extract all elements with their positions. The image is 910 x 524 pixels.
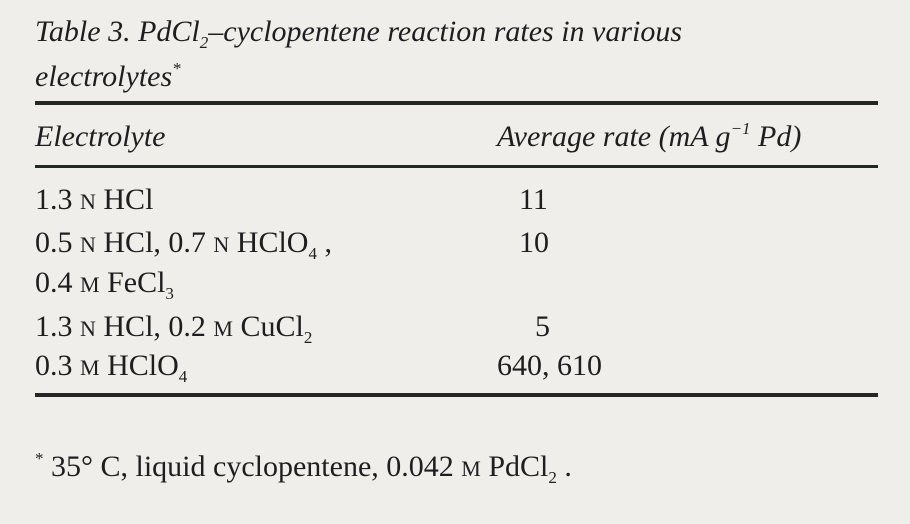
electrolyte-text: N [213,232,230,257]
electrolyte-text: 2 [303,328,313,347]
electrolyte-text: , [316,226,332,259]
electrolyte-text: HCl [95,183,154,216]
top-rule [35,101,878,105]
average-rate-cell: 10 [519,226,549,259]
title-text-rest: –cyclopentene reaction rates in various [208,15,683,48]
footnote-text: 35° C, liquid cyclopentene, 0.042 [43,450,462,483]
electrolyte-text: 0.5 [35,226,80,259]
electrolyte-text: 4 [178,367,188,386]
header-electrolyte: Electrolyte [35,120,166,153]
electrolyte-text: 0.4 [35,266,80,299]
electrolyte-text: 4 [308,244,317,263]
footnote: * 35° C, liquid cyclopentene, 0.042 M Pd… [35,449,572,487]
title-footnote-marker: * [172,59,181,78]
electrolyte-cell: 0.5 N HCl, 0.7 N HClO4 , [35,226,332,263]
average-rate-cell: 5 [535,310,550,343]
title-text: Table 3. PdCl [35,15,200,48]
title-line2-text: electrolytes [35,60,173,93]
electrolyte-text: N [80,316,96,341]
header-rate-text: Average rate (mA g [497,120,731,153]
footnote-end: . [556,450,572,483]
electrolyte-cell: 0.4 M FeCl3 [35,266,174,303]
footnote-unit: M [461,456,481,481]
header-rate-exponent: −1 [730,119,751,138]
electrolyte-text: 3 [165,284,174,303]
table-title: Table 3. PdCl2–cyclopentene reaction rat… [35,15,683,52]
electrolyte-text: M [80,355,100,380]
electrolyte-text: FeCl [99,266,166,299]
title-subscript: 2 [199,33,209,52]
electrolyte-text: M [213,316,233,341]
footnote-marker: * [35,449,44,468]
average-rate-cell: 11 [519,183,548,216]
header-average-rate: Average rate (mA g−1 Pd) [497,119,802,153]
electrolyte-cell: 1.3 N HCl [35,185,153,217]
electrolyte-text: CuCl [232,310,304,343]
electrolyte-text: N [80,232,96,257]
header-rule [35,165,878,168]
electrolyte-text: 1.3 [35,310,80,343]
electrolyte-text: 1.3 [35,183,80,216]
electrolyte-cell: 0.3 M HClO4 [35,349,188,386]
electrolyte-cell: 1.3 N HCl, 0.2 M CuCl2 [35,310,313,347]
electrolyte-text: N [80,189,96,214]
bottom-rule [35,393,878,397]
table-title-line2: electrolytes* [35,59,181,93]
electrolyte-text: HCl, 0.7 [95,226,214,259]
header-rate-unit: Pd) [750,120,802,153]
electrolyte-text: HClO [99,349,179,382]
electrolyte-text: M [80,272,100,297]
average-rate-cell: 640, 610 [497,349,602,382]
electrolyte-text: HCl, 0.2 [95,310,214,343]
electrolyte-text: 0.3 [35,349,80,382]
footnote-subscript: 2 [548,468,557,487]
footnote-chem: PdCl [480,450,549,483]
electrolyte-text: HClO [229,226,309,259]
